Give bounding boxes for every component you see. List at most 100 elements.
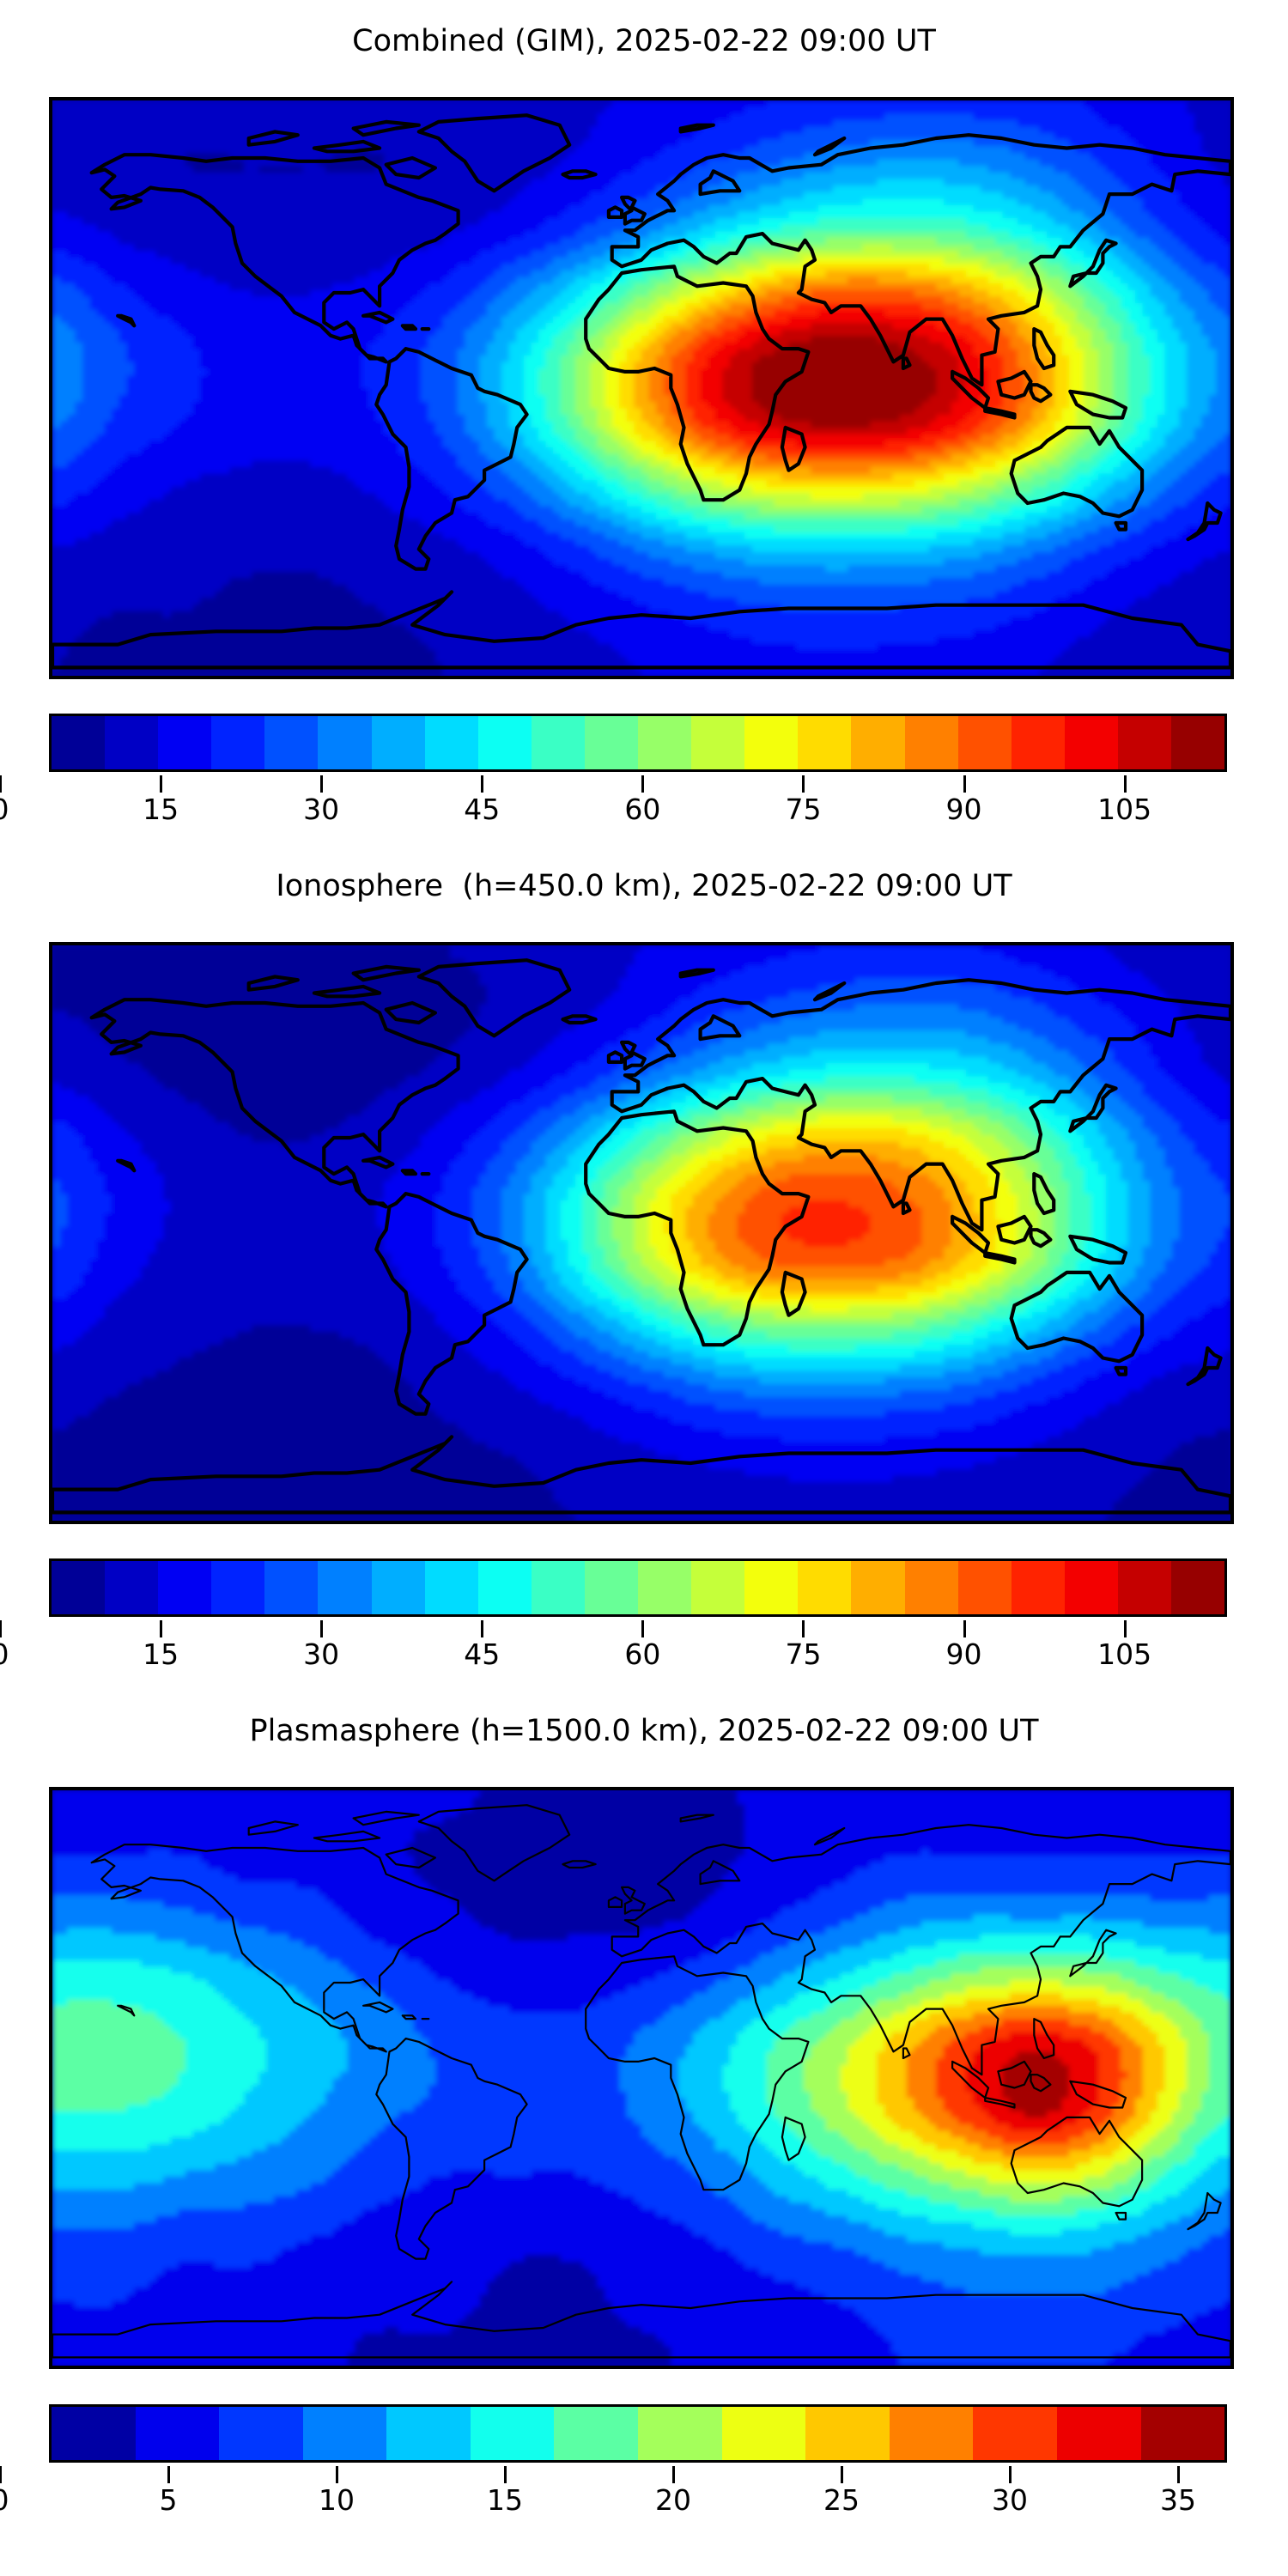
colorbar-tick (160, 775, 163, 793)
colorbar-tick-label: 75 (785, 793, 822, 826)
coastline (52, 113, 1230, 670)
contour-band (936, 2019, 1128, 2144)
colorbar-segment (1064, 1561, 1118, 1614)
colorbar-tick (167, 2466, 170, 2483)
colorbar-segment (135, 2407, 220, 2460)
colorbar-segment (1064, 716, 1118, 769)
contour-band (52, 945, 1230, 1521)
colorbar-tick-label: 75 (785, 1637, 822, 1671)
colorbar-segment (805, 2407, 890, 2460)
colorbar-tick (963, 1620, 966, 1637)
colorbar-segment (1056, 2407, 1141, 2460)
colorbar-tick-label: 25 (823, 2483, 860, 2517)
colorbar-segment (531, 1561, 585, 1614)
colorbar-tick-label: 105 (1097, 793, 1152, 826)
contour-fill (52, 100, 1230, 676)
colorbar-segment (744, 716, 799, 769)
colorbar-tick-label: 90 (945, 793, 982, 826)
colorbar-segment (52, 1561, 106, 1614)
colorbar-segment (957, 716, 1012, 769)
colorbar-segment (721, 2407, 806, 2460)
colorbar-segment (211, 1561, 265, 1614)
colorbar-segment (851, 1561, 905, 1614)
colorbar-segment (219, 2407, 303, 2460)
colorbar-tick (481, 775, 484, 793)
colorbar-segment (371, 716, 425, 769)
colorbar-tick-label: 0 (0, 794, 9, 825)
colorbar-tick (160, 1620, 163, 1637)
colorbar-segment (158, 1561, 212, 1614)
colorbar-segment (798, 1561, 852, 1614)
panel-title: Combined (GIM), 2025-02-22 09:00 UT (352, 24, 936, 58)
colorbar-tick (963, 775, 966, 793)
colorbar-gradient (49, 1558, 1227, 1617)
colorbar-tick (320, 1620, 324, 1637)
colorbar-tick (641, 1620, 645, 1637)
colorbar-tick (0, 2466, 2, 2483)
colorbar-tick-label: 30 (992, 2483, 1028, 2517)
colorbar-tick (841, 2466, 843, 2483)
map-canvas (52, 100, 1230, 676)
panel-title: Ionosphere (h=450.0 km), 2025-02-22 09:0… (276, 869, 1012, 903)
colorbar-tick-label: 105 (1097, 1637, 1152, 1671)
contour-band (52, 945, 1230, 1443)
contour-band (751, 336, 937, 428)
colorbar-segment (691, 716, 745, 769)
contour-band (781, 1200, 871, 1247)
colorbar-tick-label: 0 (0, 2485, 9, 2516)
colorbar-gradient (49, 2404, 1227, 2463)
contour-band (52, 100, 1230, 651)
colorbar-tick (481, 1620, 484, 1637)
contour-band (1002, 2051, 1069, 2118)
coastline (52, 958, 1230, 1515)
colorbar-segment (264, 1561, 319, 1614)
map-ionosphere (49, 942, 1234, 1524)
colorbar-ionosphere (49, 1558, 1227, 1617)
colorbar-tick (672, 2466, 675, 2483)
colorbar-segment (973, 2407, 1057, 2460)
colorbar-tick-label: 10 (319, 2483, 355, 2517)
colorbar-segment (531, 716, 585, 769)
colorbar-tick-label: 5 (159, 2483, 178, 2517)
contour-band (965, 2032, 1099, 2131)
colorbar-segment (1140, 2407, 1225, 2460)
colorbar-axis: 0 5 10 15 20 25 30 35 (0, 2466, 1196, 2518)
map-plasmasphere (49, 1787, 1234, 2369)
colorbar-segment (584, 716, 639, 769)
colorbar-tick (1123, 1620, 1127, 1637)
colorbar-tick-label: 15 (143, 1637, 179, 1671)
colorbar-segment (477, 1561, 532, 1614)
colorbar-segment (318, 1561, 372, 1614)
colorbar-segment (386, 2407, 471, 2460)
colorbar-tick-label: 30 (303, 793, 340, 826)
colorbar-segment (1117, 716, 1171, 769)
contour-band (737, 1174, 922, 1267)
colorbar-tick-label: 90 (945, 1637, 982, 1671)
colorbar-segment (798, 716, 852, 769)
contour-band (52, 1894, 1230, 2294)
colorbar-segment (211, 716, 265, 769)
colorbar-segment (1170, 716, 1225, 769)
colorbar-segment (1117, 1561, 1171, 1614)
colorbar-segment (1170, 1561, 1225, 1614)
colorbar-tick (1123, 775, 1127, 793)
colorbar-tick-label: 20 (655, 2483, 691, 2517)
colorbar-segment (52, 716, 106, 769)
coastline (52, 1804, 1230, 2359)
map-combined-gim (49, 97, 1234, 679)
contour-band (52, 100, 1230, 676)
colorbar-plasmasphere (49, 2404, 1227, 2463)
colorbar-tick (0, 775, 2, 793)
colorbar-tick-label: 45 (464, 1637, 501, 1671)
colorbar-segment (264, 716, 319, 769)
colorbar-segment (371, 1561, 425, 1614)
colorbar-segment (1011, 1561, 1065, 1614)
colorbar-gradient (49, 714, 1227, 772)
contour-band (52, 139, 1230, 586)
colorbar-segment (889, 2407, 974, 2460)
colorbar-segment (105, 1561, 159, 1614)
contour-fill (52, 1790, 1230, 2366)
colorbar-tick-label: 35 (1160, 2483, 1196, 2517)
colorbar-tick (802, 775, 805, 793)
map-canvas (52, 1790, 1230, 2366)
